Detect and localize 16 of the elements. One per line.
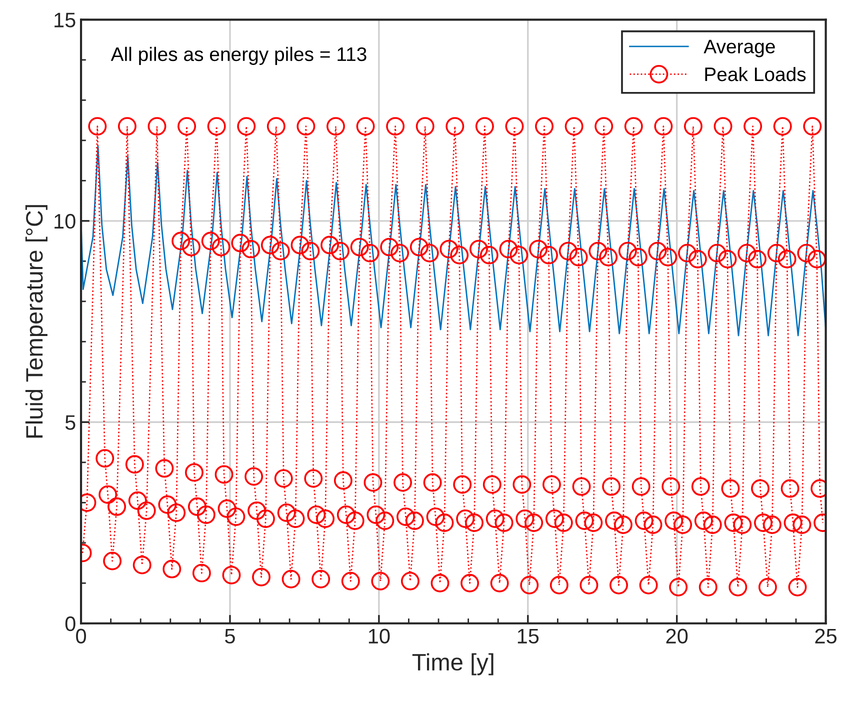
x-tick-label: 10	[368, 628, 390, 644]
x-tick-label: 0	[76, 628, 86, 644]
legend-label: Average	[704, 40, 775, 58]
x-axis-title: Time [y]	[412, 653, 494, 676]
x-tick-label: 25	[815, 628, 837, 644]
y-tick-label: 0	[65, 616, 76, 632]
y-tick-label: 5	[65, 415, 76, 430]
y-tick-label: 15	[54, 12, 76, 28]
x-tick-label: 20	[666, 628, 688, 644]
line-series	[81, 146, 826, 336]
y-tick-label: 10	[54, 214, 76, 229]
annotation: All piles as energy piles = 113	[110, 46, 366, 65]
x-tick-label: 15	[518, 629, 539, 644]
x-tick-label: 5	[225, 629, 235, 644]
legend-label: Peak Loads	[705, 66, 806, 82]
y-axis-title: Fluid Temperature [°C]	[25, 205, 48, 438]
